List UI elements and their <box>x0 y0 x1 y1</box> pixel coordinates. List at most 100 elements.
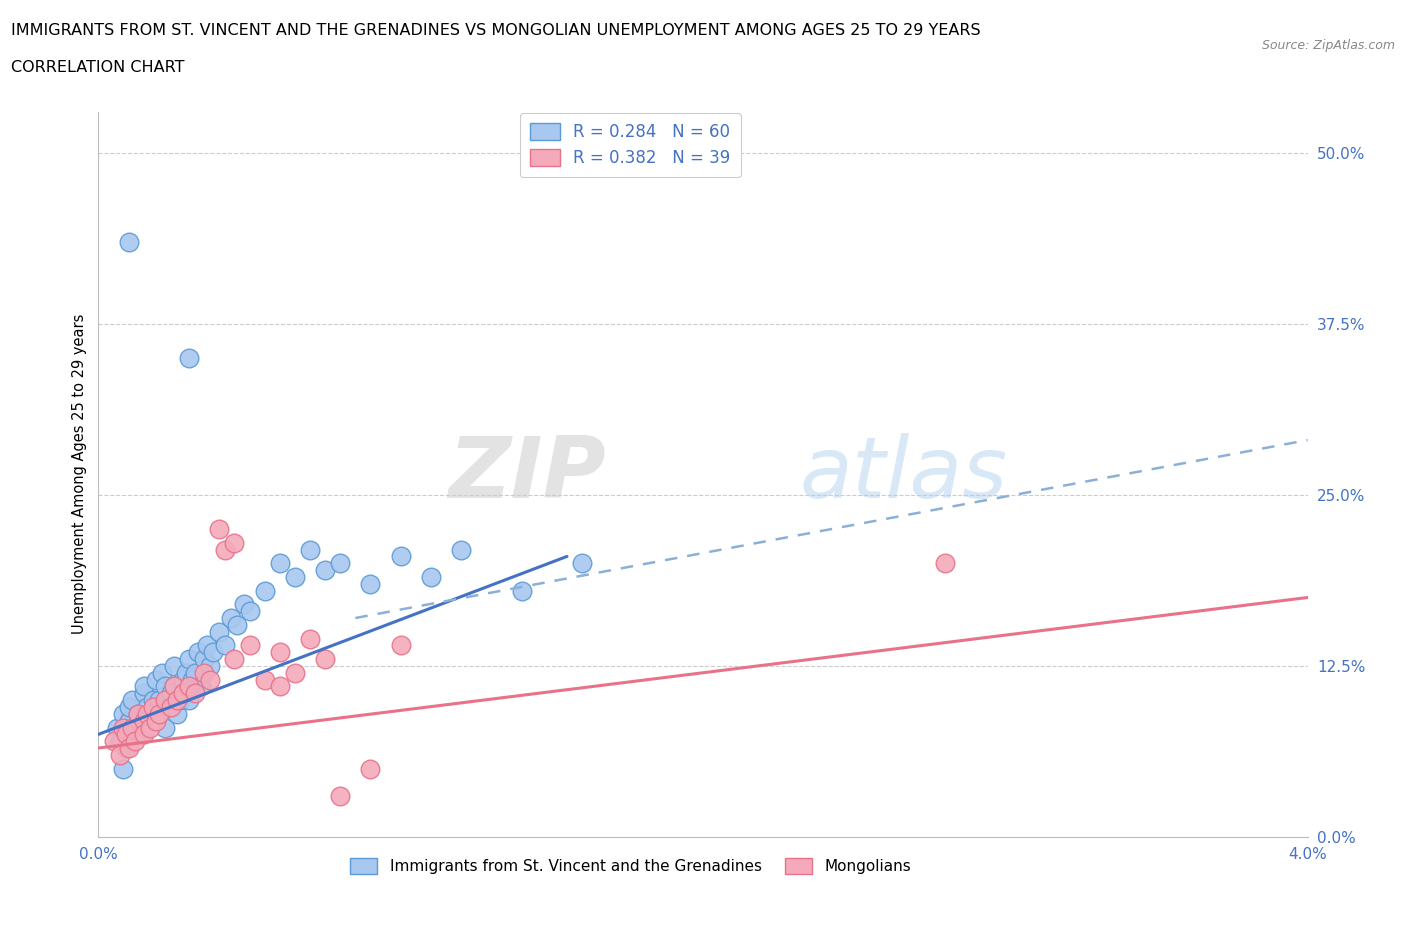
Point <box>239 638 262 653</box>
Text: CORRELATION CHART: CORRELATION CHART <box>11 60 184 75</box>
Point <box>314 563 336 578</box>
Point <box>142 699 165 714</box>
Point <box>179 679 201 694</box>
Point <box>148 693 170 708</box>
Point <box>145 713 167 728</box>
Point <box>208 522 231 537</box>
Point <box>269 679 291 694</box>
Point <box>150 665 173 680</box>
Point <box>329 556 352 571</box>
Point <box>132 679 155 694</box>
Point <box>193 665 215 680</box>
Point <box>172 685 194 700</box>
Point <box>118 713 141 728</box>
Point <box>105 720 128 735</box>
Point <box>389 549 412 564</box>
Point <box>934 556 956 571</box>
Point <box>253 672 276 687</box>
Point <box>184 685 207 700</box>
Point <box>253 583 276 598</box>
Point <box>129 727 152 742</box>
Point <box>124 734 146 749</box>
Point <box>221 611 243 626</box>
Point <box>132 713 155 728</box>
Point <box>108 734 131 749</box>
Point <box>284 569 307 584</box>
Point <box>329 789 352 804</box>
Point <box>111 720 134 735</box>
Point <box>118 699 141 714</box>
Point <box>153 693 176 708</box>
Point <box>269 644 291 659</box>
Point <box>314 652 336 667</box>
Point <box>118 234 141 249</box>
Point <box>187 644 209 659</box>
Point <box>156 699 179 714</box>
Point <box>142 693 165 708</box>
Text: Source: ZipAtlas.com: Source: ZipAtlas.com <box>1261 39 1395 52</box>
Point <box>132 727 155 742</box>
Point <box>139 713 162 728</box>
Point <box>179 652 201 667</box>
Point <box>174 665 197 680</box>
Point <box>389 638 412 653</box>
Point <box>181 672 204 687</box>
Point <box>142 707 165 722</box>
Point <box>114 727 136 742</box>
Point <box>163 679 186 694</box>
Point <box>208 624 231 639</box>
Point <box>127 707 149 722</box>
Point <box>184 665 207 680</box>
Point <box>139 720 162 735</box>
Point <box>360 577 382 591</box>
Point <box>108 748 131 763</box>
Point <box>114 740 136 755</box>
Point <box>145 672 167 687</box>
Point <box>269 556 291 571</box>
Point <box>153 679 176 694</box>
Point <box>224 652 246 667</box>
Point <box>200 672 222 687</box>
Point <box>160 699 183 714</box>
Point <box>132 685 155 700</box>
Point <box>510 583 533 598</box>
Point <box>179 351 201 365</box>
Point <box>148 707 170 722</box>
Point <box>450 542 472 557</box>
Point <box>169 693 191 708</box>
Point <box>200 658 222 673</box>
Point <box>214 542 236 557</box>
Point <box>420 569 443 584</box>
Point <box>135 699 157 714</box>
Point <box>195 638 218 653</box>
Point <box>166 693 188 708</box>
Point <box>214 638 236 653</box>
Point <box>111 761 134 776</box>
Point <box>163 658 186 673</box>
Text: ZIP: ZIP <box>449 432 606 516</box>
Point <box>299 542 322 557</box>
Point <box>226 618 249 632</box>
Point <box>299 631 322 646</box>
Y-axis label: Unemployment Among Ages 25 to 29 years: Unemployment Among Ages 25 to 29 years <box>72 314 87 634</box>
Point <box>202 644 225 659</box>
Point <box>166 707 188 722</box>
Point <box>571 556 593 571</box>
Point <box>360 761 382 776</box>
Point <box>118 740 141 755</box>
Point <box>103 734 125 749</box>
Point <box>163 679 186 694</box>
Point <box>111 707 134 722</box>
Point <box>160 685 183 700</box>
Point <box>239 604 262 618</box>
Point <box>179 693 201 708</box>
Point <box>153 720 176 735</box>
Point <box>284 665 307 680</box>
Legend: Immigrants from St. Vincent and the Grenadines, Mongolians: Immigrants from St. Vincent and the Gren… <box>344 852 917 880</box>
Point <box>121 720 143 735</box>
Point <box>193 652 215 667</box>
Point <box>190 679 212 694</box>
Point <box>135 707 157 722</box>
Point <box>124 720 146 735</box>
Point <box>172 672 194 687</box>
